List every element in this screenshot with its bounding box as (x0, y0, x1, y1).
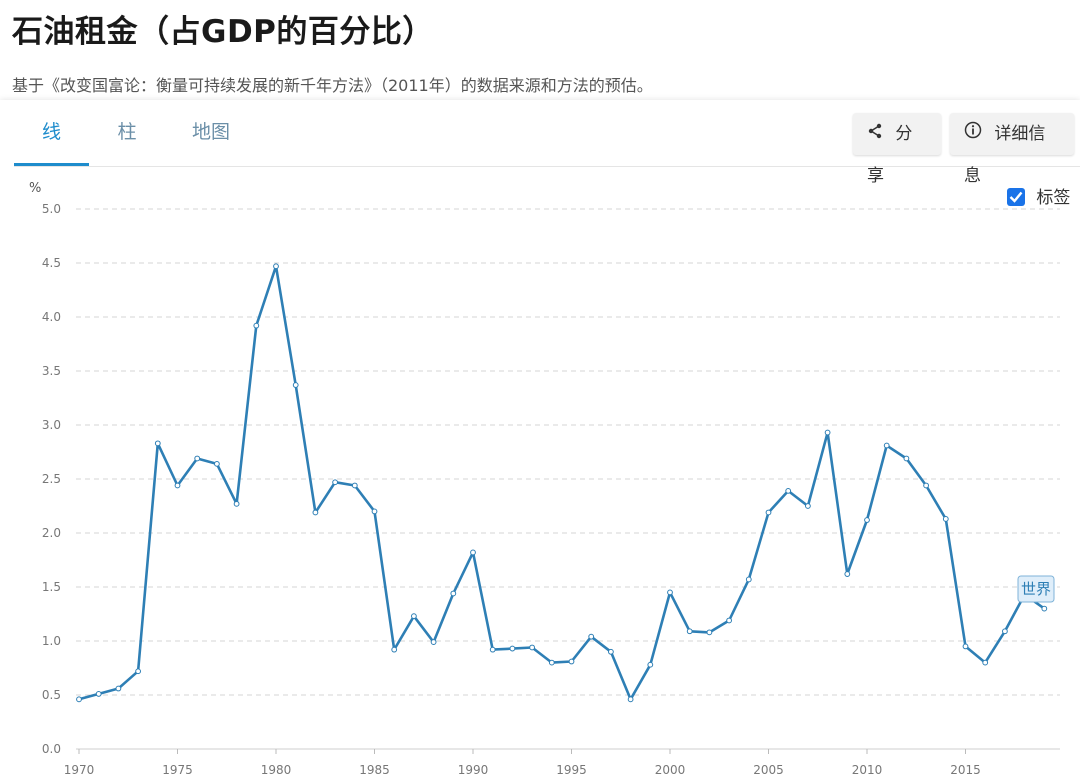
data-point (726, 617, 732, 624)
labels-toggle-label: 标签 (1036, 188, 1071, 208)
x-tick-label: 1975 (162, 763, 193, 777)
data-point (135, 668, 142, 675)
y-tick-label: 5.0 (42, 202, 61, 216)
data-point (903, 455, 910, 462)
x-tick-label: 1980 (261, 763, 292, 777)
data-point (95, 691, 102, 697)
y-tick-label: 2.0 (42, 526, 61, 540)
share-icon (867, 113, 883, 155)
details-button[interactable]: 详细信息 (950, 113, 1074, 186)
labels-checkbox[interactable] (1007, 188, 1025, 206)
data-point (1041, 605, 1048, 612)
data-point (529, 644, 535, 651)
data-point (765, 509, 772, 516)
data-point (667, 589, 673, 596)
data-point (430, 639, 437, 645)
info-icon (964, 113, 982, 155)
data-point (568, 658, 575, 665)
data-point (253, 322, 260, 329)
data-point (588, 633, 595, 640)
y-tick-label: 4.5 (42, 256, 61, 270)
y-axis-label: % (29, 181, 41, 196)
data-point (351, 482, 358, 489)
x-tick-label: 2000 (655, 763, 686, 777)
data-point (115, 685, 122, 692)
data-point (509, 645, 516, 652)
x-tick-label: 2015 (950, 763, 981, 777)
series-label-text: 世界 (1021, 580, 1051, 598)
x-tick-label: 2005 (753, 763, 784, 777)
data-point (470, 549, 476, 556)
x-tick-label: 1995 (556, 763, 587, 777)
y-tick-label: 3.0 (42, 418, 61, 432)
x-tick-label: 1970 (64, 763, 95, 777)
x-tick-label: 1990 (458, 763, 489, 777)
data-point (706, 629, 713, 636)
data-point (194, 455, 201, 462)
data-point (1002, 628, 1008, 635)
data-point (489, 646, 496, 653)
tab-bar[interactable]: 柱 (117, 121, 137, 143)
y-tick-label: 2.5 (42, 472, 61, 486)
data-point (312, 509, 319, 516)
data-point (883, 442, 890, 449)
y-tick-label: 1.5 (42, 580, 61, 594)
data-point (686, 628, 693, 635)
data-point (982, 659, 989, 666)
data-point (154, 440, 161, 447)
y-tick-label: 3.5 (42, 364, 61, 378)
data-point (273, 263, 279, 270)
data-point (214, 460, 220, 467)
data-point (627, 696, 634, 703)
y-tick-label: 0.0 (42, 742, 61, 756)
data-point (864, 517, 870, 523)
data-point (233, 500, 240, 507)
page-title: 石油租金（占GDP的百分比） (12, 14, 434, 50)
page-subtitle: 基于《改变国富论：衡量可持续发展的新千年方法》（2011年）的数据来源和方法的预… (12, 76, 653, 95)
data-point (174, 482, 181, 489)
chart-panel: 线 柱 地图 分享 详细信息 标签 (0, 100, 1080, 784)
data-point (371, 508, 378, 515)
data-point (785, 487, 792, 494)
data-point (923, 482, 929, 489)
y-tick-label: 4.0 (42, 310, 61, 324)
data-point (292, 382, 299, 388)
data-point (332, 479, 339, 486)
tab-map[interactable]: 地图 (191, 121, 230, 143)
line-chart: % 0.0 0.5 1.0 1.5 2.0 2.5 3.0 3.5 4.0 4.5 5.0 1970 19… (29, 181, 1060, 777)
share-label: 分享 (867, 124, 913, 186)
series-label-box (1017, 575, 1055, 603)
data-point (608, 648, 614, 655)
data-point (76, 696, 82, 703)
details-label: 详细信息 (964, 124, 1046, 186)
data-point (942, 516, 949, 522)
data-point (391, 646, 398, 653)
y-tick-label: 0.5 (42, 688, 61, 702)
data-point (962, 643, 969, 650)
data-point (411, 613, 417, 620)
y-tick-label: 1.0 (42, 634, 61, 648)
data-point (824, 429, 831, 436)
data-point (844, 571, 851, 577)
x-tick-label: 2010 (852, 763, 883, 777)
share-button[interactable]: 分享 (853, 113, 941, 186)
tab-line[interactable]: 线 (14, 100, 89, 166)
series-end-label: 世界 (1017, 575, 1055, 603)
data-point (647, 661, 654, 668)
chart-type-tabs: 线 柱 地图 (14, 100, 1080, 167)
data-point (745, 576, 752, 583)
x-tick-label: 1985 (359, 763, 390, 777)
labels-toggle[interactable]: 标签 (1007, 187, 1070, 209)
data-point (548, 659, 555, 666)
data-point (450, 590, 457, 597)
data-point (805, 503, 811, 509)
series-line (78, 264, 1046, 701)
